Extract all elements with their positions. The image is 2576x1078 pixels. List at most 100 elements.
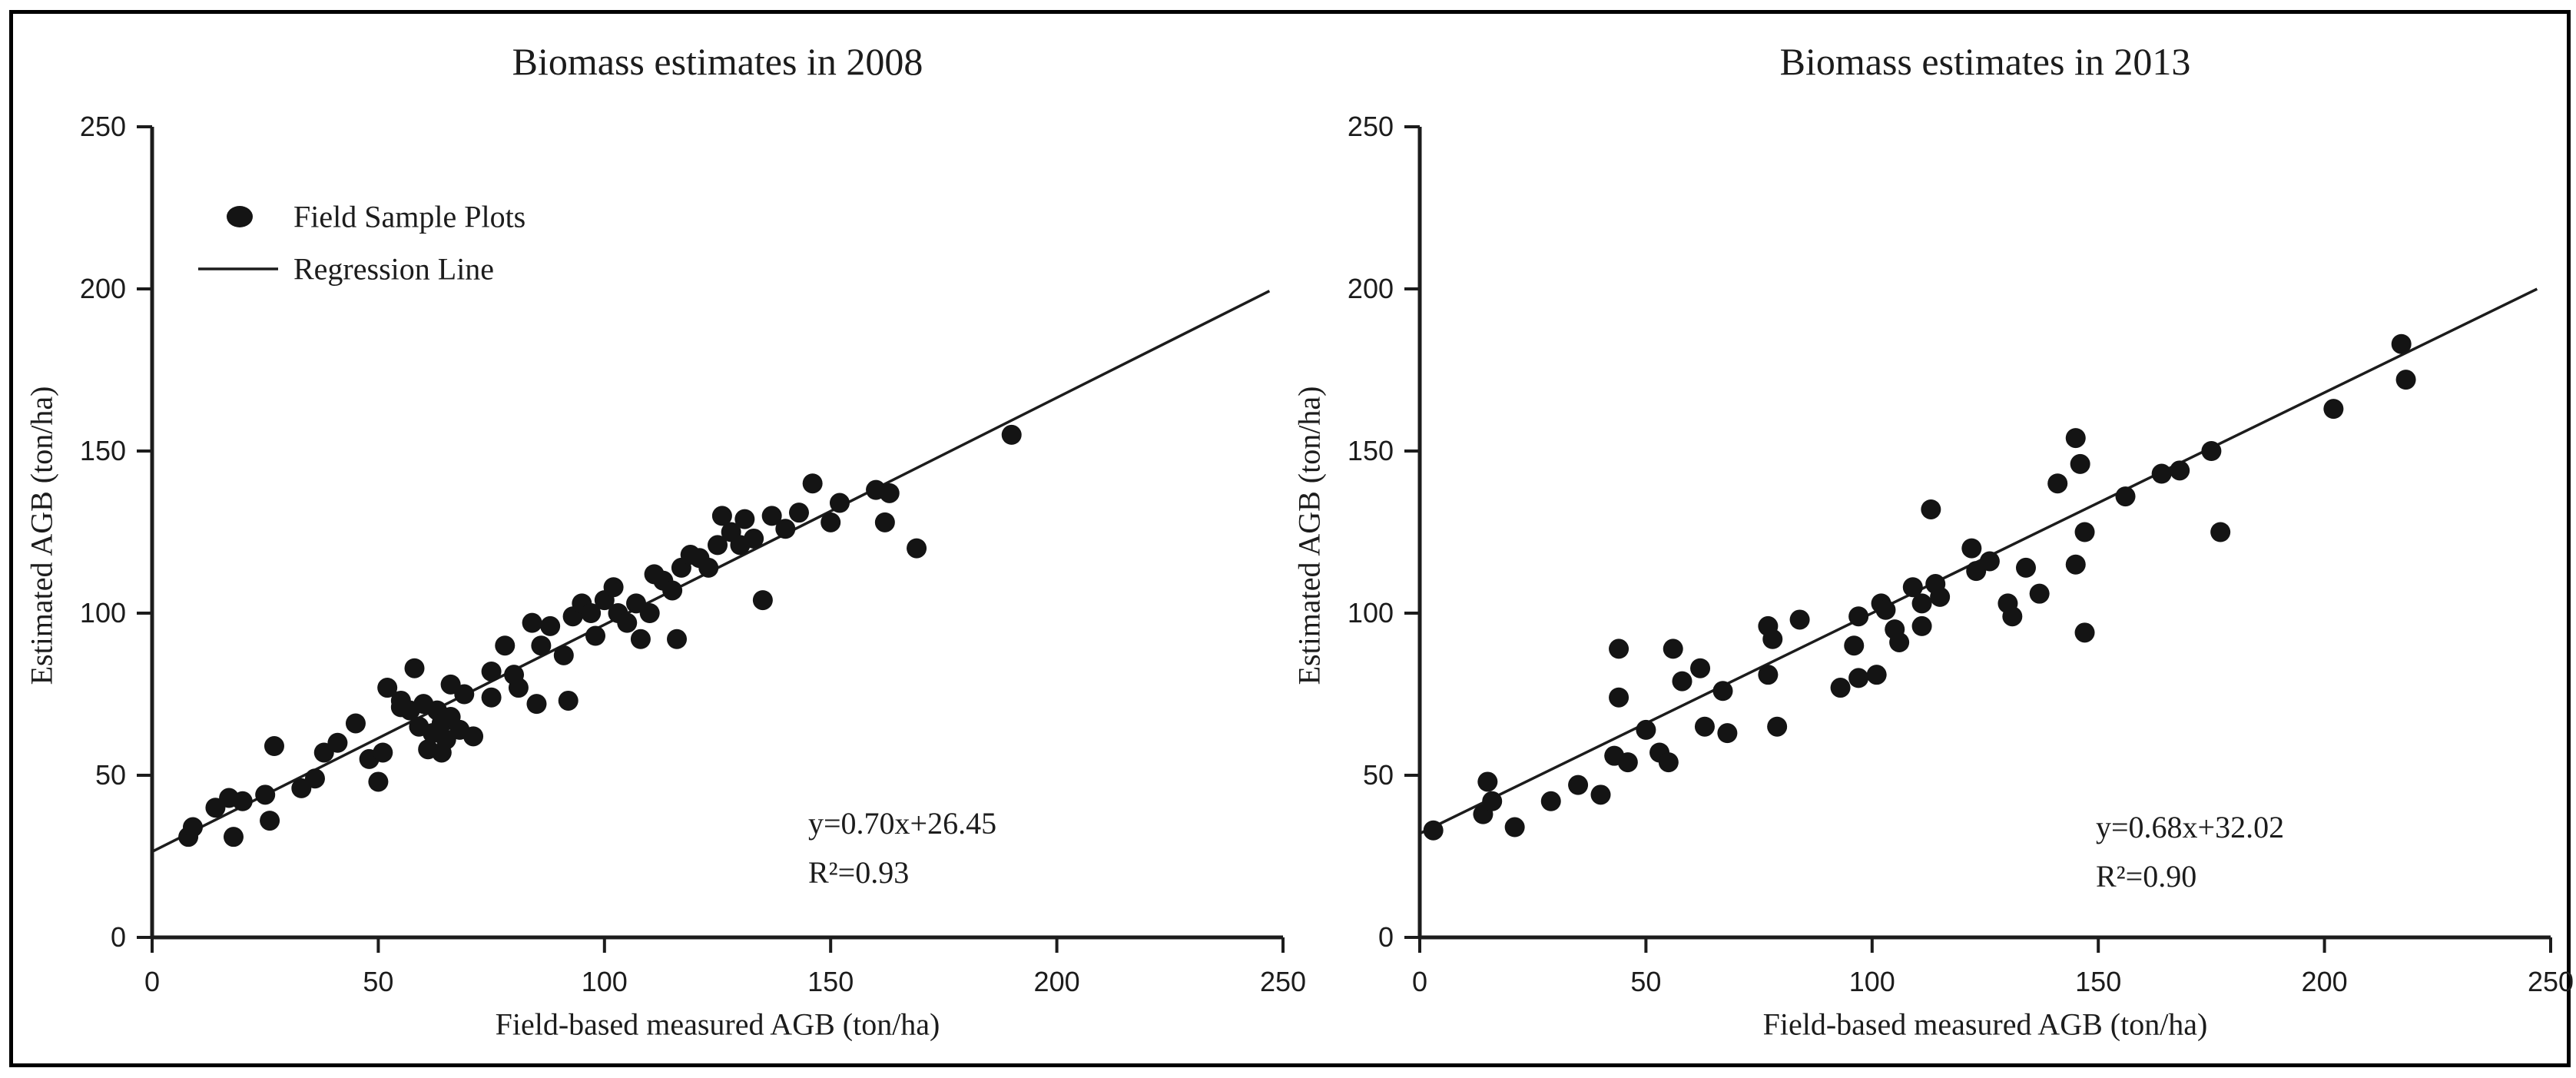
y-tick-label: 200	[1348, 273, 1394, 304]
data-point	[327, 732, 348, 753]
data-point	[1758, 665, 1779, 685]
data-point	[1590, 784, 1611, 805]
data-point	[2151, 463, 2172, 484]
data-point	[581, 603, 602, 623]
data-point	[752, 590, 773, 611]
data-point	[1482, 791, 1503, 811]
data-point	[508, 678, 529, 698]
data-point	[2201, 441, 2222, 461]
data-point	[821, 512, 841, 532]
x-tick-label: 0	[144, 966, 160, 997]
data-point	[1504, 817, 1525, 838]
x-axis-title-2008: Field-based measured AGB (ton/ha)	[495, 1007, 940, 1042]
x-tick-label: 200	[1034, 966, 1080, 997]
y-tick-label: 150	[80, 435, 126, 466]
data-point	[662, 580, 683, 601]
data-point	[531, 635, 552, 656]
data-point	[1540, 791, 1561, 811]
data-point	[1789, 609, 1810, 630]
data-point	[255, 784, 276, 805]
data-point	[1694, 716, 1715, 737]
data-point	[232, 791, 253, 811]
legend-label-field-sample-plots: Field Sample Plots	[293, 199, 526, 234]
data-point	[2029, 583, 2050, 604]
data-point	[2074, 522, 2095, 542]
x-tick-label: 50	[1630, 966, 1661, 997]
data-point	[1423, 820, 1444, 841]
y-tick-label: 200	[80, 273, 126, 304]
data-point	[2391, 333, 2412, 354]
data-point	[761, 506, 782, 526]
data-point	[304, 768, 325, 789]
data-point	[585, 625, 606, 646]
legend-marker-dot	[227, 206, 253, 227]
data-point	[404, 658, 425, 678]
data-point	[264, 736, 284, 757]
data-point	[698, 557, 719, 578]
data-point	[1848, 606, 1869, 627]
figure-border	[9, 10, 2571, 1067]
data-point	[1830, 678, 1851, 698]
data-point	[553, 645, 574, 665]
x-tick-label: 50	[363, 966, 393, 997]
data-point	[2047, 473, 2068, 494]
x-tick-label: 100	[1849, 966, 1895, 997]
y-tick-label: 150	[1348, 435, 1394, 466]
y-tick-label: 250	[80, 111, 126, 142]
x-tick-label: 150	[807, 966, 854, 997]
data-point	[775, 519, 796, 539]
data-point	[639, 603, 660, 623]
data-point	[617, 612, 638, 633]
data-point	[1767, 716, 1788, 737]
data-point	[1762, 629, 1783, 649]
data-point	[1658, 752, 1679, 773]
legend-label-regression-line: Regression Line	[293, 251, 495, 287]
data-point	[260, 811, 280, 831]
x-tick-label: 0	[1412, 966, 1427, 997]
x-axis-title-2013: Field-based measured AGB (ton/ha)	[1762, 1007, 2208, 1042]
equation-2013: y=0.68x+32.02 R²=0.90	[2096, 803, 2284, 901]
data-point	[558, 690, 579, 711]
data-point	[540, 615, 561, 636]
data-point	[1477, 771, 1498, 792]
x-tick-label: 100	[582, 966, 628, 997]
data-point	[829, 493, 850, 513]
data-point	[2074, 622, 2095, 643]
data-point	[2115, 486, 2136, 507]
data-point	[744, 528, 764, 549]
y-tick-label: 100	[80, 597, 126, 629]
data-point	[907, 538, 927, 559]
y-tick-label: 0	[111, 921, 126, 953]
data-point	[1717, 723, 1738, 744]
y-axis-title-2008: Estimated AGB (ton/ha)	[24, 386, 59, 685]
equation-2013-line: y=0.68x+32.02	[2096, 810, 2285, 844]
data-point	[2170, 460, 2190, 481]
data-point	[368, 771, 389, 792]
equation-2008-r2: R²=0.93	[808, 855, 910, 890]
equation-2013-r2: R²=0.90	[2096, 859, 2197, 894]
data-point	[1848, 668, 1869, 688]
data-point	[454, 684, 475, 705]
data-point	[345, 713, 366, 734]
data-point	[1866, 665, 1887, 685]
y-axis-title-2013: Estimated AGB (ton/ha)	[1291, 386, 1327, 685]
data-point	[2395, 370, 2416, 390]
data-point	[495, 635, 516, 656]
data-point	[481, 661, 502, 682]
data-point	[1617, 752, 1638, 773]
y-tick-label: 100	[1348, 597, 1394, 629]
data-point	[182, 817, 203, 838]
data-point	[373, 742, 393, 763]
y-tick-label: 50	[95, 759, 126, 791]
data-point	[2015, 557, 2036, 578]
x-tick-label: 250	[1260, 966, 1306, 997]
data-point	[711, 506, 732, 526]
data-point	[2070, 453, 2090, 474]
data-point	[522, 612, 542, 633]
data-point	[2002, 606, 2023, 627]
data-point	[1911, 615, 1932, 636]
panel-title-2008: Biomass estimates in 2008	[512, 40, 923, 83]
x-tick-label: 150	[2075, 966, 2121, 997]
data-point	[802, 473, 823, 494]
